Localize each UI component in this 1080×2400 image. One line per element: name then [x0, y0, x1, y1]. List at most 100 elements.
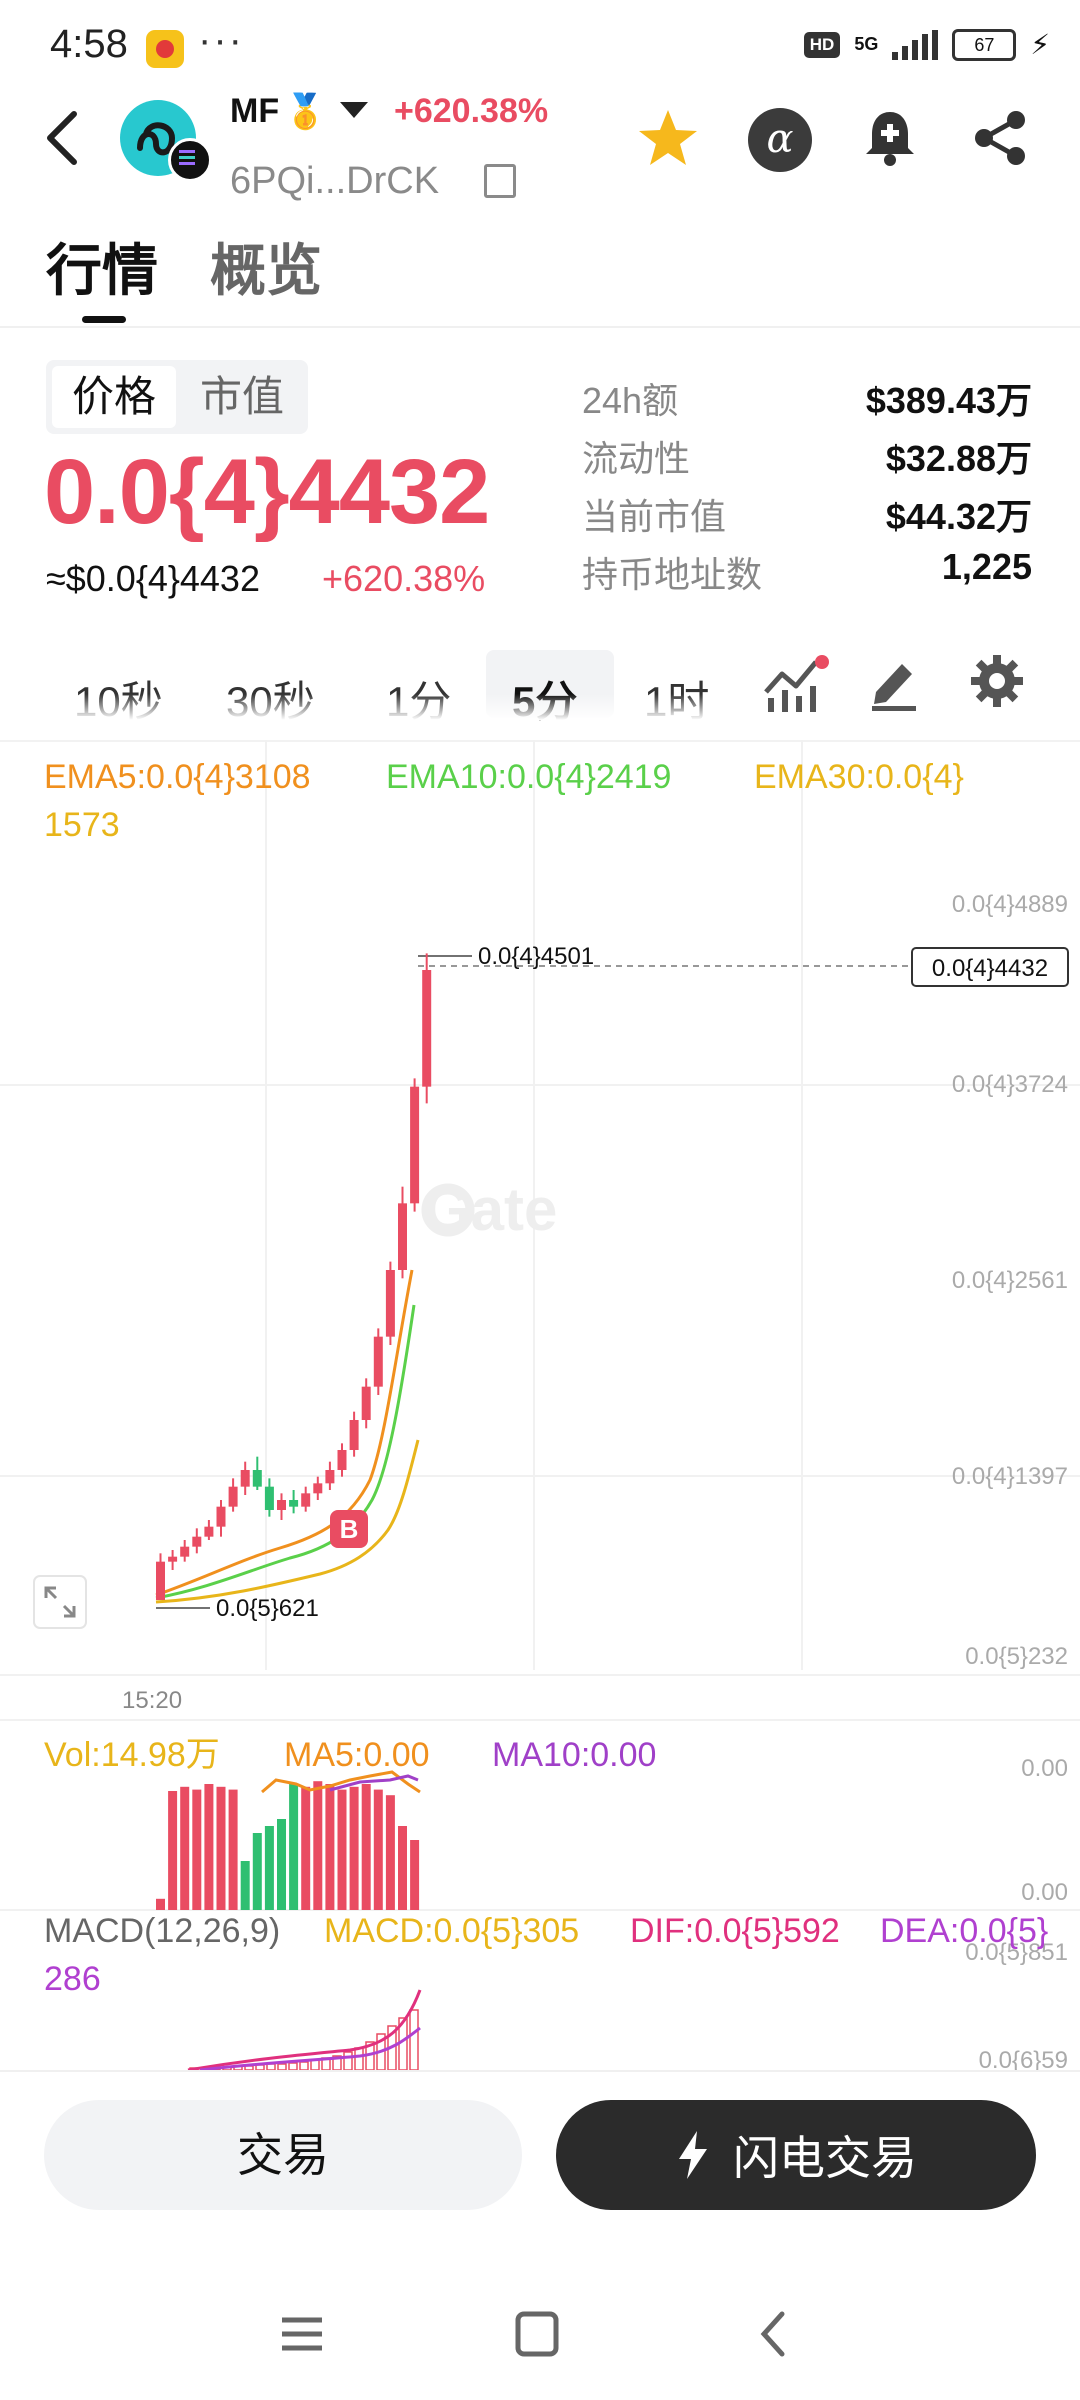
medal-icon: 🥇 [284, 93, 327, 131]
star-icon[interactable] [636, 106, 700, 170]
ema-line [155, 1439, 420, 1604]
vol-ma5-line [261, 1770, 421, 1794]
candle [373, 1336, 383, 1387]
candle [180, 1546, 190, 1557]
y-axis-label: 0.0{4}1397 [952, 1463, 1068, 1490]
buy-marker[interactable] [330, 1510, 368, 1548]
candle [313, 1483, 323, 1494]
stat-label-liquidity: 流动性 [582, 438, 691, 479]
candle [240, 1470, 250, 1487]
y-axis-label: 0.0{5}232 [965, 1643, 1068, 1670]
volume-bar [168, 1791, 178, 1910]
volume-bar [398, 1826, 407, 1910]
stat-label-market-cap: 当前市值 [582, 496, 727, 537]
dea-line [199, 2026, 421, 2070]
token-dropdown-icon[interactable] [340, 102, 368, 118]
volume-bar [204, 1784, 214, 1910]
current-price: 0.0{4}4432 [44, 441, 490, 543]
indicator-chart-icon[interactable] [760, 652, 830, 714]
buy-marker-label: B [340, 1514, 359, 1544]
alpha-icon[interactable]: α [748, 108, 812, 172]
volume-bar [313, 1781, 323, 1910]
candle [168, 1556, 178, 1562]
volume-bar [264, 1826, 274, 1910]
status-indicators: HD 5G 67 ⚡ [803, 28, 1050, 61]
volume-bar [228, 1789, 238, 1910]
volume-bar [301, 1786, 311, 1910]
last-price-box [911, 947, 1069, 987]
volume-bar [325, 1784, 335, 1910]
back-arrow-icon[interactable] [42, 108, 82, 168]
dif-line [187, 1989, 422, 2070]
candle [264, 1486, 274, 1510]
token-symbol: MF [230, 92, 280, 130]
macd-bar [299, 2061, 309, 2070]
copy-icon[interactable] [484, 164, 516, 198]
macd-bar [354, 2047, 364, 2070]
hd-icon: HD [803, 31, 841, 58]
tab-indicator [82, 316, 126, 323]
dea-value-cont: 286 [44, 1960, 101, 1998]
stat-value-volume: $389.43万 [865, 380, 1032, 421]
low-price-label: 0.0{5}621 [216, 1595, 319, 1622]
volume-bar [180, 1786, 190, 1910]
candle [156, 1561, 165, 1600]
macd-value: MACD:0.0{5}305 [324, 1912, 579, 1950]
candle [422, 970, 432, 1087]
trade-button[interactable]: 交易 [44, 2100, 522, 2210]
candle [289, 1500, 299, 1507]
flash-trade-button[interactable]: 闪电交易 [556, 2100, 1036, 2210]
candle [301, 1493, 311, 1507]
candle [361, 1386, 371, 1420]
toggle-market-cap[interactable]: 市值 [199, 373, 284, 420]
ema5-label: EMA5:0.0{4}3108 [44, 758, 311, 796]
candle [228, 1486, 238, 1507]
watermark-icon [421, 1183, 475, 1237]
candle [277, 1500, 286, 1510]
candlestick-chart[interactable]: EMA5:0.0{4}3108 EMA10:0.0{4}2419 EMA30:0… [0, 740, 1080, 2070]
interval-fade [0, 694, 760, 720]
expand-icon [44, 1586, 76, 1618]
vol-ma10-line [329, 1774, 419, 1792]
macd-bar [343, 2051, 353, 2070]
back-nav-icon[interactable] [760, 2311, 785, 2357]
price-change: +620.38% [322, 558, 486, 599]
recent-apps-icon[interactable] [282, 2317, 322, 2351]
charging-icon: ⚡ [1030, 29, 1050, 60]
volume-bar [216, 1786, 226, 1910]
tab-market[interactable]: 行情 [46, 239, 158, 302]
toggle-price[interactable]: 价格 [52, 366, 176, 428]
volume-bar [385, 1795, 395, 1910]
macd-bar [277, 2063, 287, 2070]
volume-bar [373, 1789, 383, 1910]
alert-bell-icon[interactable] [858, 106, 922, 170]
volume-bar [337, 1789, 347, 1910]
stat-value-liquidity: $32.88万 [885, 438, 1032, 479]
candle [252, 1470, 262, 1487]
volume-bar [361, 1784, 371, 1910]
candle [398, 1203, 407, 1270]
ema10-label: EMA10:0.0{4}2419 [386, 758, 671, 796]
tab-overview[interactable]: 概览 [210, 239, 322, 302]
fullscreen-button[interactable] [33, 1575, 87, 1629]
flash-trade-label: 闪电交易 [733, 2132, 917, 2184]
bottom-divider [0, 2070, 1080, 2072]
settings-gear-icon[interactable] [968, 652, 1026, 710]
home-icon[interactable] [515, 2311, 559, 2357]
volume-bar [252, 1833, 262, 1910]
macd-axis-top: 0.0{5}851 [965, 1939, 1068, 1966]
volume-bar [240, 1861, 250, 1910]
stat-label-volume: 24h额 [582, 380, 679, 421]
vol-label: Vol:14.98万 [44, 1736, 220, 1774]
candle [325, 1470, 335, 1484]
y-axis-label: 0.0{4}4889 [952, 891, 1068, 918]
network-label: 5G [854, 34, 879, 54]
candle [337, 1450, 347, 1470]
share-icon[interactable] [968, 106, 1032, 170]
macd-bar [409, 2009, 419, 2070]
y-axis-label: 0.0{4}2561 [952, 1267, 1068, 1294]
chart-top-divider [0, 740, 1080, 742]
volume-bar [192, 1789, 202, 1910]
draw-tool-icon[interactable] [866, 652, 922, 712]
more-notifications-icon: ··· [198, 18, 244, 62]
